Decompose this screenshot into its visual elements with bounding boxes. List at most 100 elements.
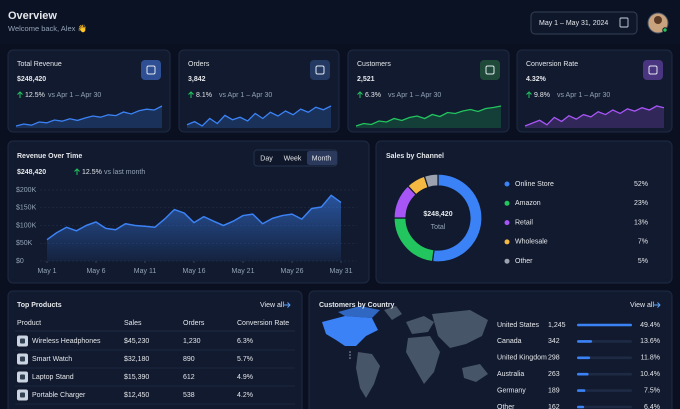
up-arrow xyxy=(357,91,363,98)
menu-dot xyxy=(349,357,351,359)
tab[interactable]: Month xyxy=(312,155,332,162)
share-bar xyxy=(577,340,593,343)
kpi-card xyxy=(347,49,510,133)
table-cell: 1,230 xyxy=(183,338,201,345)
product-name: Wireless Headphones xyxy=(32,338,101,345)
legend-dot xyxy=(504,258,510,264)
kpi-note: vs Apr 1 – Apr 30 xyxy=(557,92,610,99)
kpi-icon xyxy=(310,60,330,80)
kpi-note: vs Apr 1 – Apr 30 xyxy=(219,92,272,99)
share-bar xyxy=(577,323,632,327)
table-cell: 6.3% xyxy=(237,338,253,345)
kpi-label: Customers xyxy=(357,61,391,68)
kpi-icon xyxy=(643,60,663,80)
kpi-change: 6.3% xyxy=(365,92,381,99)
table-cell: $12,450 xyxy=(124,392,149,399)
area-line xyxy=(46,194,342,241)
bar-track xyxy=(577,372,632,376)
donut-center-value: $248,420 xyxy=(423,211,452,218)
legend-value: 5% xyxy=(638,258,648,265)
kpi-note: vs Apr 1 – Apr 30 xyxy=(48,92,101,99)
sparkline xyxy=(186,105,332,127)
column-header: Product xyxy=(17,320,41,327)
up-arrow xyxy=(526,91,532,98)
country-customers: 189 xyxy=(548,387,560,394)
kpi-icon-glyph xyxy=(146,65,156,75)
kpi-icon-glyph xyxy=(648,65,658,75)
legend-label: Amazon xyxy=(515,200,541,207)
country-customers: 342 xyxy=(548,338,560,345)
view-all-link[interactable]: View all xyxy=(260,302,284,309)
product-name: Portable Charger xyxy=(32,392,86,399)
kpi-icon-glyph xyxy=(315,65,325,75)
country-share: 6.4% xyxy=(644,404,660,409)
country-share: 49.4% xyxy=(640,322,660,329)
kpi-label: Orders xyxy=(188,61,210,68)
legend-label: Online Store xyxy=(515,181,554,188)
country-customers: 1,245 xyxy=(548,322,566,329)
kpi-card xyxy=(516,49,673,133)
up-arrow xyxy=(188,91,194,98)
sparkline xyxy=(524,105,665,127)
sparkline xyxy=(355,105,502,127)
country-name: United States xyxy=(497,322,540,329)
date-picker[interactable] xyxy=(530,11,638,35)
card-title: Sales by Channel xyxy=(386,153,444,160)
column-header: Orders xyxy=(183,320,205,327)
card-title: Revenue Over Time xyxy=(17,153,82,160)
country-name: Germany xyxy=(497,387,526,394)
table-cell: 4.2% xyxy=(237,392,253,399)
product-name: Laptop Stand xyxy=(32,374,74,381)
view-all-link[interactable]: View all xyxy=(630,302,654,309)
legend-value: 13% xyxy=(634,219,648,226)
kpi-label: Conversion Rate xyxy=(526,61,578,68)
bar-track xyxy=(577,405,632,409)
bar-track xyxy=(577,389,632,392)
column-header: Sales xyxy=(124,320,142,327)
x-tick-label: May 26 xyxy=(281,268,304,275)
africa xyxy=(406,336,440,384)
south-america xyxy=(356,352,380,398)
revenue-note: vs last month xyxy=(104,169,145,176)
table-cell: 5.7% xyxy=(237,356,253,363)
x-tick-label: May 16 xyxy=(183,268,206,275)
card-title: Top Products xyxy=(17,302,62,309)
kpi-icon xyxy=(480,60,500,80)
legend-value: 23% xyxy=(634,200,648,207)
country-share: 7.5% xyxy=(644,387,660,394)
kpi-card xyxy=(7,49,171,133)
product-thumb-glyph xyxy=(20,338,25,344)
tab-active xyxy=(307,151,337,165)
country-name: Canada xyxy=(497,338,522,345)
table-cell: 4.9% xyxy=(237,374,253,381)
kpi-change: 12.5% xyxy=(25,92,45,99)
tab[interactable]: Week xyxy=(284,155,302,162)
kpi-value: 4.32% xyxy=(526,76,547,83)
date-range[interactable]: May 1 – May 31, 2024 xyxy=(539,20,608,27)
page-title: Overview xyxy=(8,10,57,22)
menu-dot xyxy=(349,354,351,356)
kpi-icon xyxy=(141,60,161,80)
kpi-change: 8.1% xyxy=(196,92,212,99)
legend-dot xyxy=(504,220,510,226)
calendar-icon xyxy=(619,17,629,28)
canada xyxy=(338,306,380,318)
up-arrow xyxy=(74,168,80,175)
share-bar xyxy=(577,356,591,360)
bar-track xyxy=(577,356,632,360)
legend-dot xyxy=(504,239,510,245)
table-cell: 612 xyxy=(183,374,195,381)
table-cell: $45,230 xyxy=(124,338,149,345)
donut-center-label: Total xyxy=(431,224,446,231)
table-cell: $15,390 xyxy=(124,374,149,381)
europe xyxy=(406,316,434,334)
link-arrow xyxy=(654,302,661,308)
x-tick-label: May 6 xyxy=(86,268,105,275)
tab[interactable]: Day xyxy=(260,155,273,162)
x-tick-label: May 11 xyxy=(134,268,157,275)
country-card xyxy=(308,290,673,409)
x-tick-label: May 1 xyxy=(37,268,56,275)
legend-value: 52% xyxy=(634,181,648,188)
up-arrow xyxy=(17,91,23,98)
